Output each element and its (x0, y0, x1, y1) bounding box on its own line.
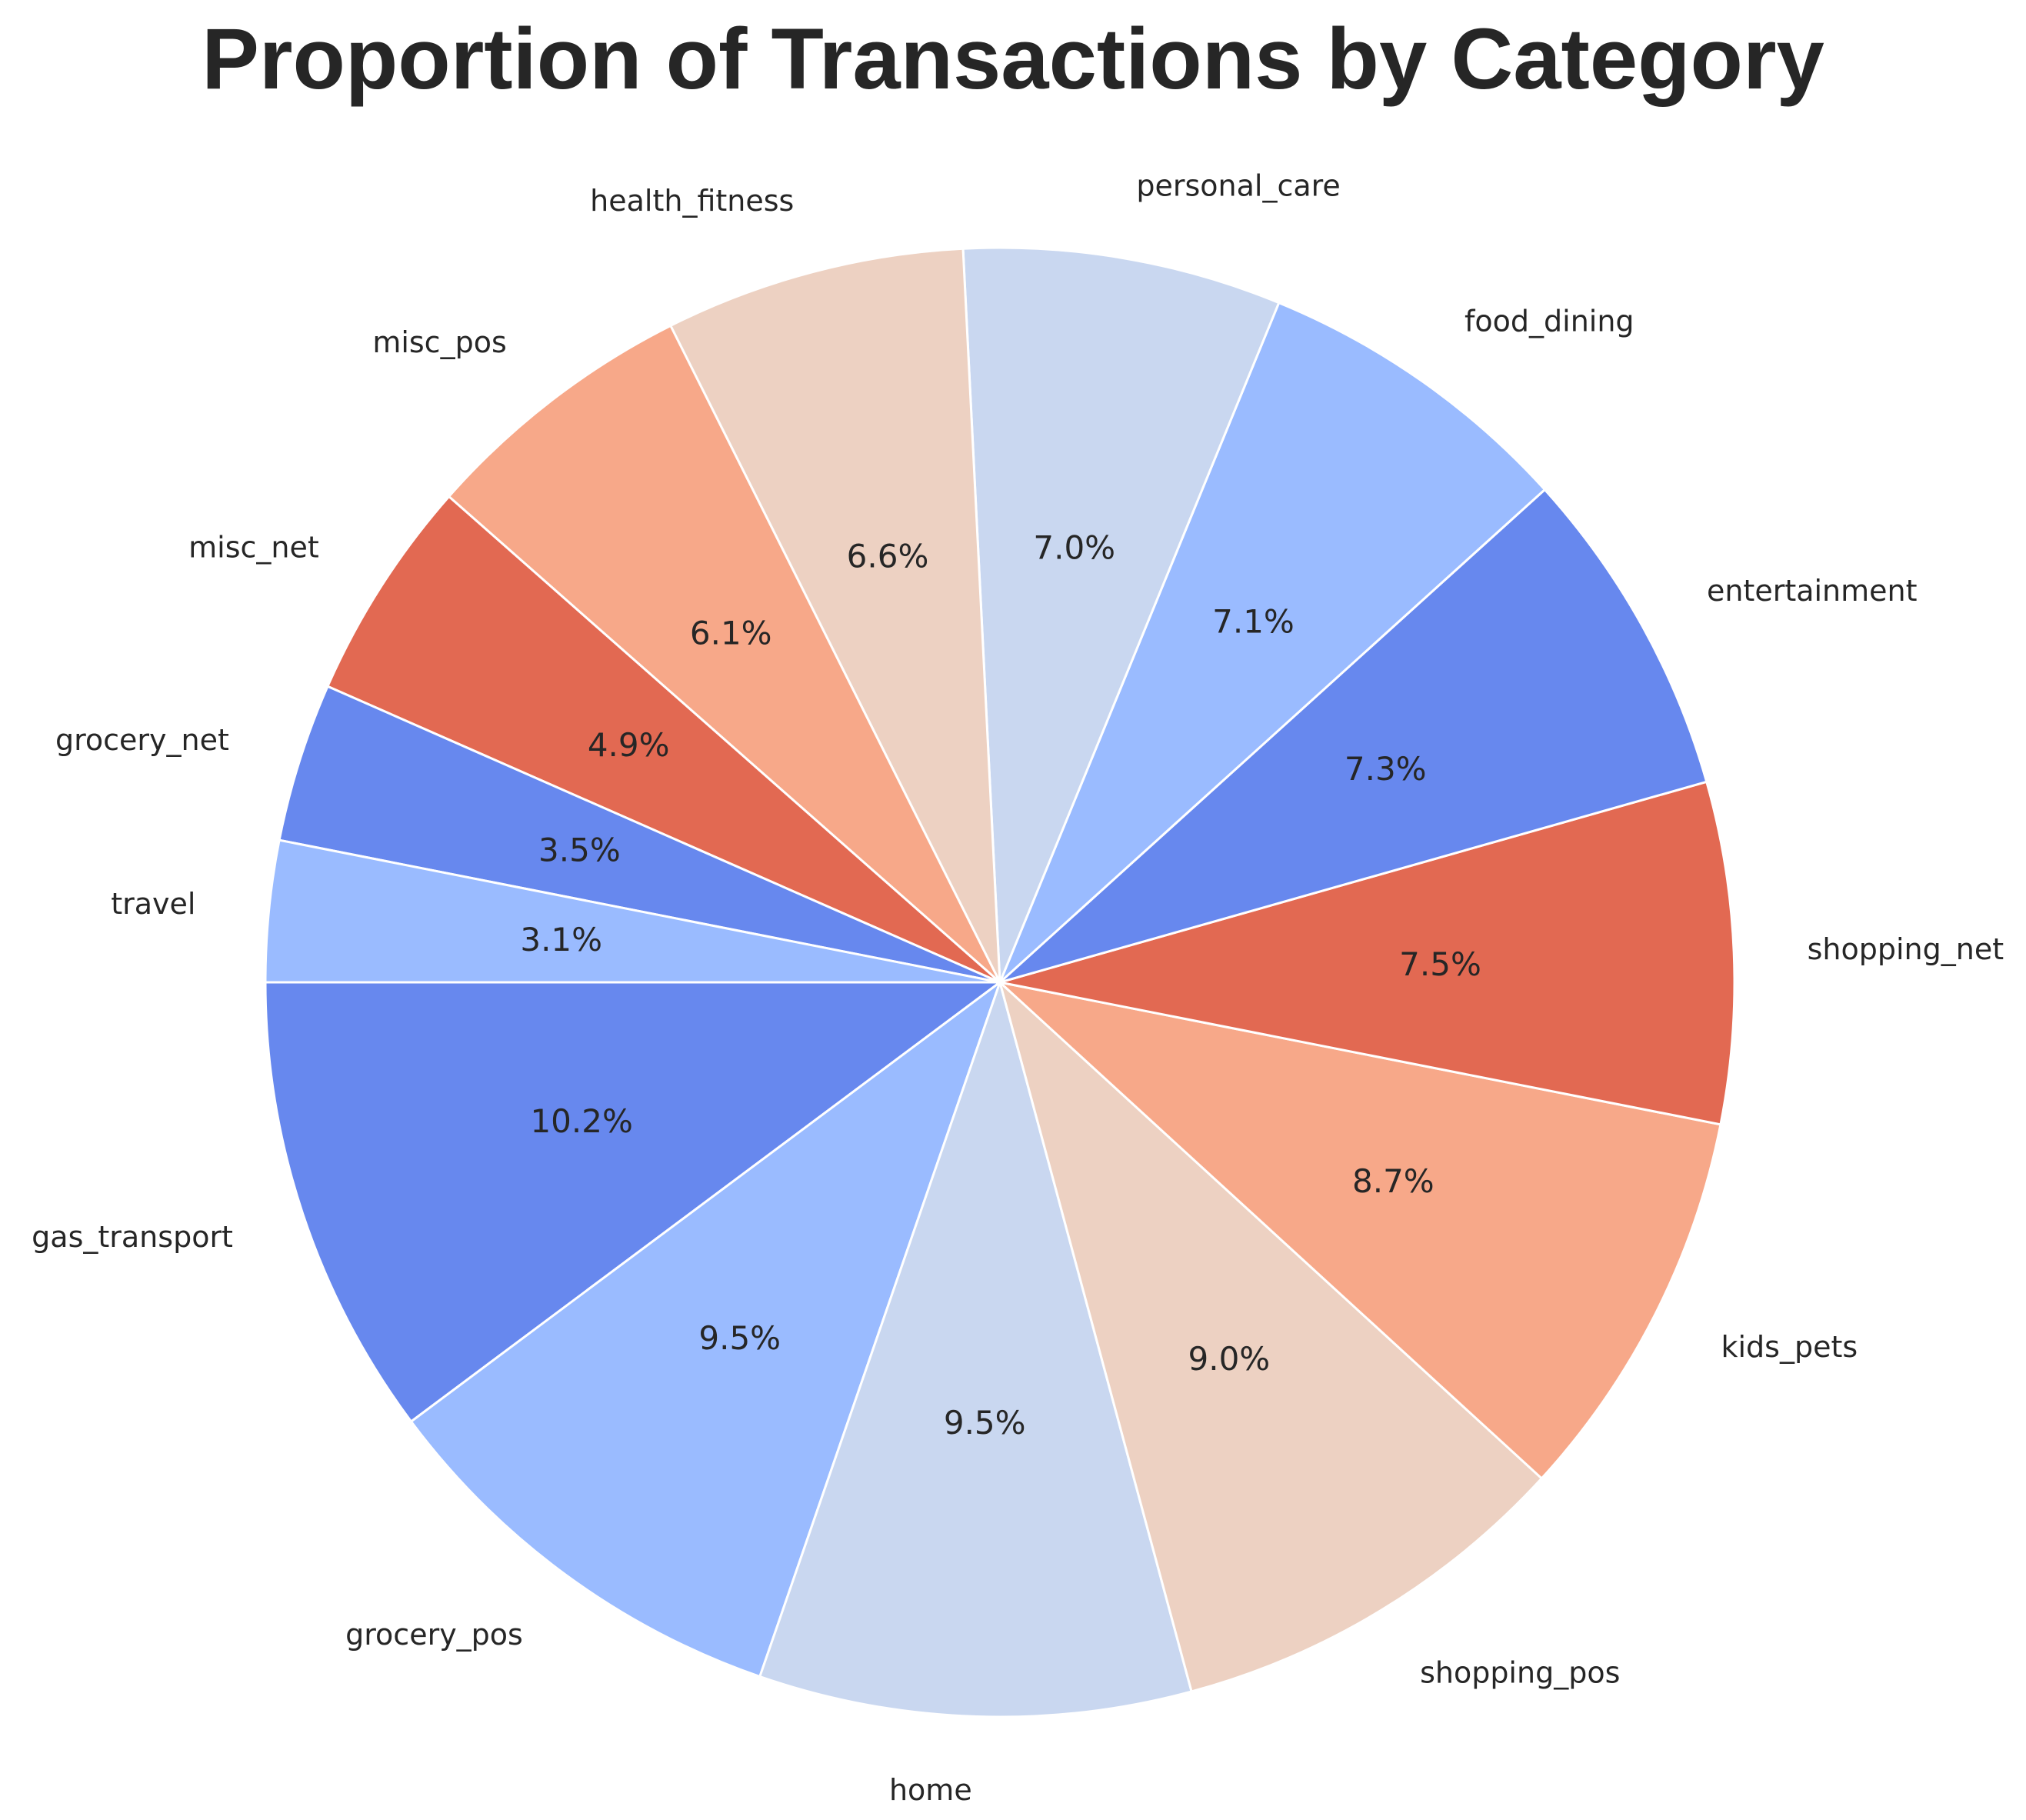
pct-label-kids_pets: 8.7% (1352, 1162, 1435, 1200)
pie-slice-food_dining (998, 301, 1547, 984)
category-label-gas_transport: gas_transport (32, 1220, 233, 1254)
pie-slice-gas_transport (264, 981, 1004, 1424)
category-label-food_dining: food_dining (1465, 305, 1634, 338)
category-label-shopping_pos: shopping_pos (1420, 1655, 1620, 1689)
pct-label-grocery_pos: 9.5% (698, 1319, 781, 1357)
pie-slice-shopping_pos (998, 978, 1544, 1693)
pie-slice-kids_pets (996, 980, 1722, 1481)
pct-label-gas_transport: 10.2% (530, 1102, 632, 1140)
pie-slice-grocery_net (278, 685, 1001, 984)
pie-slice-travel (264, 838, 1001, 984)
category-label-misc_pos: misc_pos (372, 325, 506, 359)
pie-slice-shopping_net (999, 780, 1736, 1126)
category-label-grocery_net: grocery_net (55, 723, 229, 757)
category-label-kids_pets: kids_pets (1721, 1330, 1858, 1364)
category-label-home: home (889, 1773, 972, 1807)
percentage-labels: 10.2% 9.5% 9.5% 9.0% 8.7% 7.5% 7.3% 7.1% 7.0% 6.6… (520, 529, 1481, 1442)
pie-slice-misc_pos (447, 324, 1001, 984)
category-label-travel: travel (111, 887, 195, 921)
pie-slice-grocery_pos (409, 978, 1003, 1678)
pie-slice-entertainment (998, 488, 1708, 984)
category-label-personal_care: personal_care (1136, 169, 1340, 203)
pie-slices (264, 246, 1736, 1718)
pct-label-misc_net: 4.9% (588, 726, 670, 764)
pct-label-travel: 3.1% (520, 921, 602, 958)
pie-slice-health_fitness (668, 247, 1001, 983)
chart-title: Proportion of Transactions by Category (202, 11, 1824, 107)
category-label-health_fitness: health_fitness (590, 184, 794, 218)
pct-label-home: 9.5% (944, 1404, 1026, 1442)
category-label-entertainment: entertainment (1707, 574, 1918, 608)
category-label-shopping_net: shopping_net (1808, 932, 2004, 966)
pct-label-grocery_net: 3.5% (538, 832, 621, 869)
pct-label-misc_pos: 6.1% (690, 615, 772, 652)
category-label-grocery_pos: grocery_pos (345, 1618, 523, 1652)
pct-label-food_dining: 7.1% (1212, 603, 1295, 641)
pct-label-shopping_net: 7.5% (1399, 945, 1481, 983)
pct-label-entertainment: 7.3% (1345, 750, 1427, 788)
category-label-misc_net: misc_net (188, 530, 319, 564)
pie-slice-personal_care (961, 246, 1281, 983)
pct-label-personal_care: 7.0% (1033, 529, 1115, 567)
pie-slice-misc_net (325, 495, 1001, 984)
pie-slice-home (758, 978, 1193, 1718)
pct-label-shopping_pos: 9.0% (1188, 1340, 1271, 1378)
pct-label-health_fitness: 6.6% (847, 537, 929, 575)
